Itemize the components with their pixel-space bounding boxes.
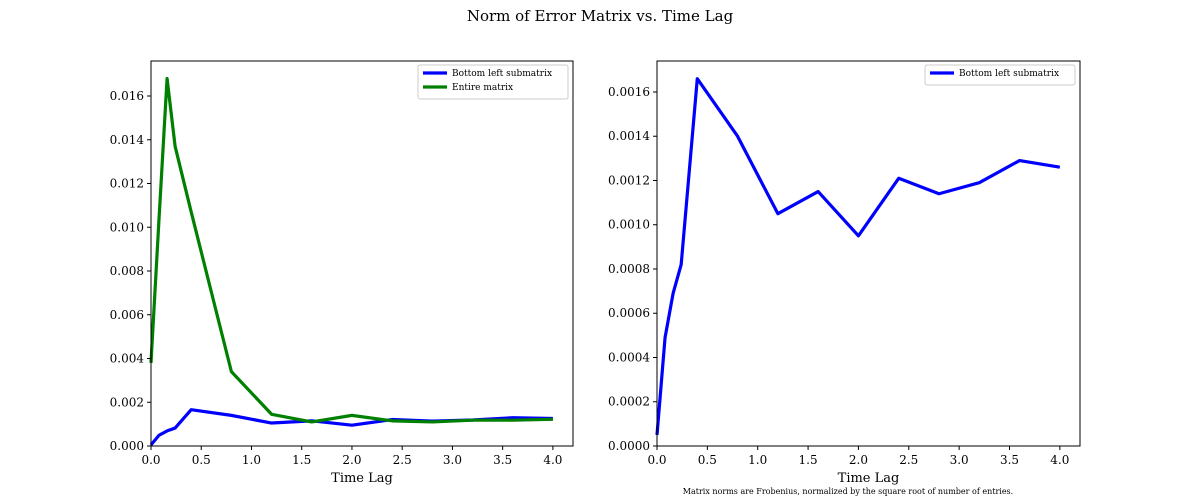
y-tick-label: 0.0002 [608, 395, 650, 409]
y-tick-label: 0.0004 [608, 350, 650, 364]
chart-1: 0.0 0.5 1.0 1.5 2.0 2.5 3.0 3.5 4.0 0.000 0.002 0.0… [110, 60, 574, 486]
chart-panels: 0.0 0.5 1.0 1.5 2.0 2.5 3.0 3.5 4.0 0.000 0.002 0.0… [110, 60, 1081, 486]
y-tick-label: 0.0016 [608, 85, 650, 99]
x-tick-label: 3.5 [1000, 453, 1019, 467]
plot-frame [656, 60, 1081, 447]
x-tick-label: 0.0 [647, 453, 666, 467]
y-tick-label: 0.010 [110, 220, 144, 234]
x-tick-label: 1.0 [242, 453, 261, 467]
x-tick-label: 2.5 [899, 453, 918, 467]
y-tick-label: 0.012 [110, 177, 144, 191]
legend-label: Bottom left submatrix [959, 69, 1059, 79]
x-tick-label: 3.0 [950, 453, 969, 467]
y-tick-label: 0.0012 [608, 173, 650, 187]
x-tick-label: 3.0 [443, 453, 462, 467]
x-tick-label: 3.5 [493, 453, 512, 467]
legend-label: Bottom left submatrix [452, 69, 552, 79]
x-tick-label: 1.5 [292, 453, 311, 467]
x-axis-label: Time Lag [838, 471, 900, 486]
y-tick-label: 0.004 [110, 352, 145, 366]
x-tick-label: 4.0 [1050, 453, 1069, 467]
x-tick-label: 0.5 [192, 453, 211, 467]
series-line-2 [149, 76, 553, 424]
legend: Bottom left submatrix [924, 64, 1076, 86]
y-tick-label: 0.016 [110, 89, 144, 103]
x-tick-label: 1.0 [748, 453, 767, 467]
legend-label: Entire matrix [452, 83, 513, 93]
legend-box [417, 64, 569, 100]
y-tick-label: 0.002 [110, 395, 144, 409]
x-tick-label: 2.0 [342, 453, 361, 467]
x-tick-label: 2.0 [849, 453, 868, 467]
chart-2: 0.0 0.5 1.0 1.5 2.0 2.5 3.0 3.5 4.0 0.0000 0.0002 0… [608, 60, 1081, 486]
plot-frame [150, 60, 574, 447]
x-tick-label: 0.0 [141, 453, 160, 467]
y-tick-label: 0.000 [110, 439, 144, 453]
y-tick-label: 0.0006 [608, 306, 650, 320]
y-tick-label: 0.0010 [608, 218, 650, 232]
x-tick-label: 4.0 [543, 453, 562, 467]
y-tick-label: 0.006 [110, 308, 144, 322]
x-axis-label: Time Lag [331, 471, 393, 486]
legend: Bottom left submatrix Entire matrix [417, 64, 569, 100]
x-tick-label: 0.5 [698, 453, 717, 467]
y-tick-label: 0.0014 [608, 129, 650, 143]
x-tick-label: 2.5 [393, 453, 412, 467]
x-tick-label: 1.5 [799, 453, 818, 467]
series-line-1 [655, 77, 1061, 436]
y-tick-label: 0.014 [110, 133, 145, 147]
figure-title: Norm of Error Matrix vs. Time Lag [467, 7, 734, 25]
legend-box [924, 64, 1076, 86]
y-tick-label: 0.008 [110, 264, 144, 278]
y-tick-label: 0.0000 [608, 439, 650, 453]
figure-footnote: Matrix norms are Frobenius, normalized b… [683, 487, 1013, 496]
y-tick-label: 0.0008 [608, 262, 650, 276]
